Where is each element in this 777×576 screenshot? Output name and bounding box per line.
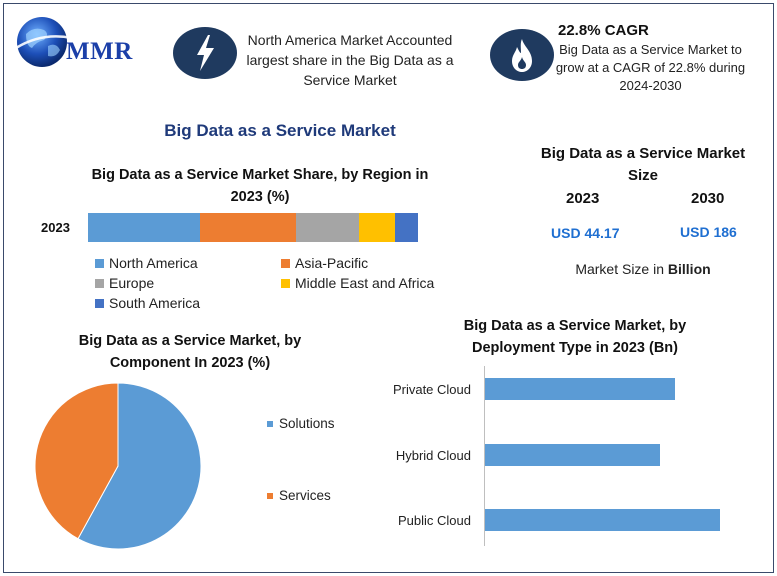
size-year-2030: 2030 xyxy=(691,190,725,207)
cagr-title: 22.8% CAGR xyxy=(558,22,649,39)
market-size-note: Market Size in Billion xyxy=(540,261,746,277)
pie-legend-services: Services xyxy=(267,488,331,503)
region-stacked-bar xyxy=(88,213,418,242)
region-bar-segment-south-america xyxy=(394,213,418,242)
legend-label: Middle East and Africa xyxy=(295,275,435,291)
legend-swatch xyxy=(95,298,104,308)
north-america-highlight: North America Market Accounted largest s… xyxy=(246,32,454,88)
size-value-2030: USD 186 xyxy=(680,224,737,240)
pie-legend-services-label: Services xyxy=(279,488,331,503)
legend-swatch xyxy=(95,258,104,268)
deployment-bar-private-cloud xyxy=(485,378,675,400)
deployment-label-hybrid-cloud: Hybrid Cloud xyxy=(395,448,471,463)
legend-label: Europe xyxy=(109,275,155,291)
flame-icon xyxy=(490,29,554,81)
pie-slice-services xyxy=(34,382,119,540)
legend-label: South America xyxy=(109,295,201,311)
legend-swatch xyxy=(95,278,104,288)
component-pie-chart xyxy=(34,382,202,550)
legend-item-south-america: South America xyxy=(95,295,200,311)
legend-item-north-america: North America xyxy=(95,255,198,271)
legend-item-asia-pacific: Asia-Pacific xyxy=(281,255,368,271)
market-size-title: Big Data as a Service Market Size xyxy=(540,145,746,184)
pie-legend-solutions: Solutions xyxy=(267,416,335,431)
legend-item-europe: Europe xyxy=(95,275,154,291)
lightning-icon xyxy=(173,27,237,79)
globe-icon xyxy=(15,17,73,67)
component-chart-title: Big Data as a Service Market, by Compone… xyxy=(78,333,302,371)
deployment-axis xyxy=(484,366,485,546)
legend-label: North America xyxy=(109,255,198,271)
pie-legend-solutions-label: Solutions xyxy=(279,416,335,431)
region-bar-segment-asia-pacific xyxy=(200,213,296,242)
deployment-bar-public-cloud xyxy=(485,509,720,531)
market-size-note-unit: Billion xyxy=(667,261,711,277)
deployment-bar-hybrid-cloud xyxy=(485,444,660,466)
logo-text: MMR xyxy=(66,38,133,65)
size-value-2023: USD 44.17 xyxy=(551,225,620,241)
deployment-chart-title: Big Data as a Service Market, by Deploym… xyxy=(463,318,687,356)
main-title: Big Data as a Service Market xyxy=(164,121,396,140)
legend-item-middle-east-and-africa: Middle East and Africa xyxy=(281,275,434,291)
cagr-text: Big Data as a Service Market to grow at … xyxy=(555,42,746,93)
market-size-note-prefix: Market Size in xyxy=(575,261,665,277)
pie-slice-solutions xyxy=(77,382,202,550)
pie-legend-solutions-swatch xyxy=(267,420,273,427)
region-chart-title: Big Data as a Service Market Share, by R… xyxy=(91,167,429,205)
deployment-label-private-cloud: Private Cloud xyxy=(392,382,471,397)
pie-legend-services-swatch xyxy=(267,492,273,499)
legend-label: Asia-Pacific xyxy=(295,255,369,271)
legend-swatch xyxy=(281,278,290,288)
region-bar-segment-north-america xyxy=(88,213,201,242)
region-bar-segment-middle-east-and-africa xyxy=(358,213,395,242)
size-year-2023: 2023 xyxy=(566,190,600,207)
legend-swatch xyxy=(281,258,290,268)
deployment-label-public-cloud: Public Cloud xyxy=(398,513,471,528)
mmr-logo: MMR xyxy=(14,12,164,72)
region-year-label: 2023 xyxy=(41,220,70,235)
region-bar-segment-europe xyxy=(295,213,359,242)
